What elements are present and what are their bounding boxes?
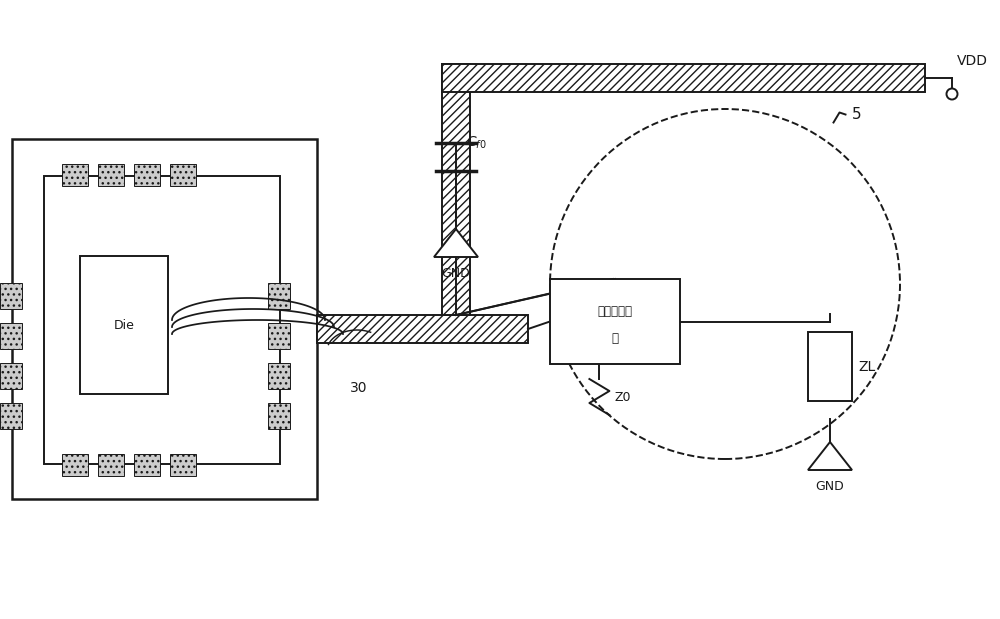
Bar [808, 332, 852, 401]
Bar [0, 403, 22, 429]
Text: 30: 30 [350, 381, 368, 395]
Bar [12, 139, 317, 499]
Bar [62, 164, 88, 186]
Bar [0, 363, 22, 389]
Bar [62, 454, 88, 475]
Bar [317, 315, 528, 343]
Bar [44, 176, 280, 464]
Bar [268, 323, 290, 349]
Text: 5: 5 [852, 107, 861, 122]
Text: VDD: VDD [957, 54, 988, 68]
Bar [0, 323, 22, 349]
Text: GND: GND [442, 267, 470, 280]
Bar [134, 164, 160, 186]
Bar [268, 363, 290, 389]
Text: GND: GND [816, 480, 844, 493]
Text: ZL: ZL [858, 360, 875, 373]
Polygon shape [808, 442, 852, 470]
Bar [268, 403, 290, 429]
Bar [134, 454, 160, 475]
Circle shape [946, 89, 958, 100]
Bar [550, 279, 680, 364]
Text: 输出匹配网: 输出匹配网 [598, 305, 633, 318]
Bar [170, 164, 196, 186]
Bar [268, 283, 290, 309]
Text: Die: Die [114, 319, 134, 332]
Text: 络: 络 [612, 332, 619, 345]
Bar [170, 454, 196, 475]
Text: Z0: Z0 [614, 391, 631, 404]
Bar [98, 164, 124, 186]
Bar [98, 454, 124, 475]
Text: $C_{f0}$: $C_{f0}$ [466, 135, 487, 151]
Bar [442, 64, 470, 315]
Bar [80, 256, 168, 394]
Bar [0, 283, 22, 309]
Bar [442, 64, 925, 92]
Polygon shape [434, 229, 478, 257]
